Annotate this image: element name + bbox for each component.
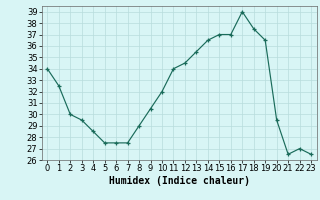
X-axis label: Humidex (Indice chaleur): Humidex (Indice chaleur) bbox=[109, 176, 250, 186]
